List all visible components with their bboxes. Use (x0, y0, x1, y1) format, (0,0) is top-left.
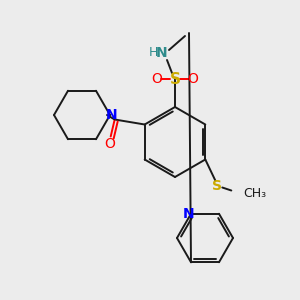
Text: H: H (148, 46, 158, 59)
Text: S: S (212, 178, 222, 193)
Text: N: N (183, 207, 195, 221)
Text: S: S (169, 71, 181, 86)
Text: O: O (188, 72, 198, 86)
Text: N: N (106, 108, 118, 122)
Text: O: O (104, 137, 115, 152)
Text: O: O (152, 72, 162, 86)
Text: CH₃: CH₃ (243, 187, 266, 200)
Text: N: N (156, 46, 168, 60)
